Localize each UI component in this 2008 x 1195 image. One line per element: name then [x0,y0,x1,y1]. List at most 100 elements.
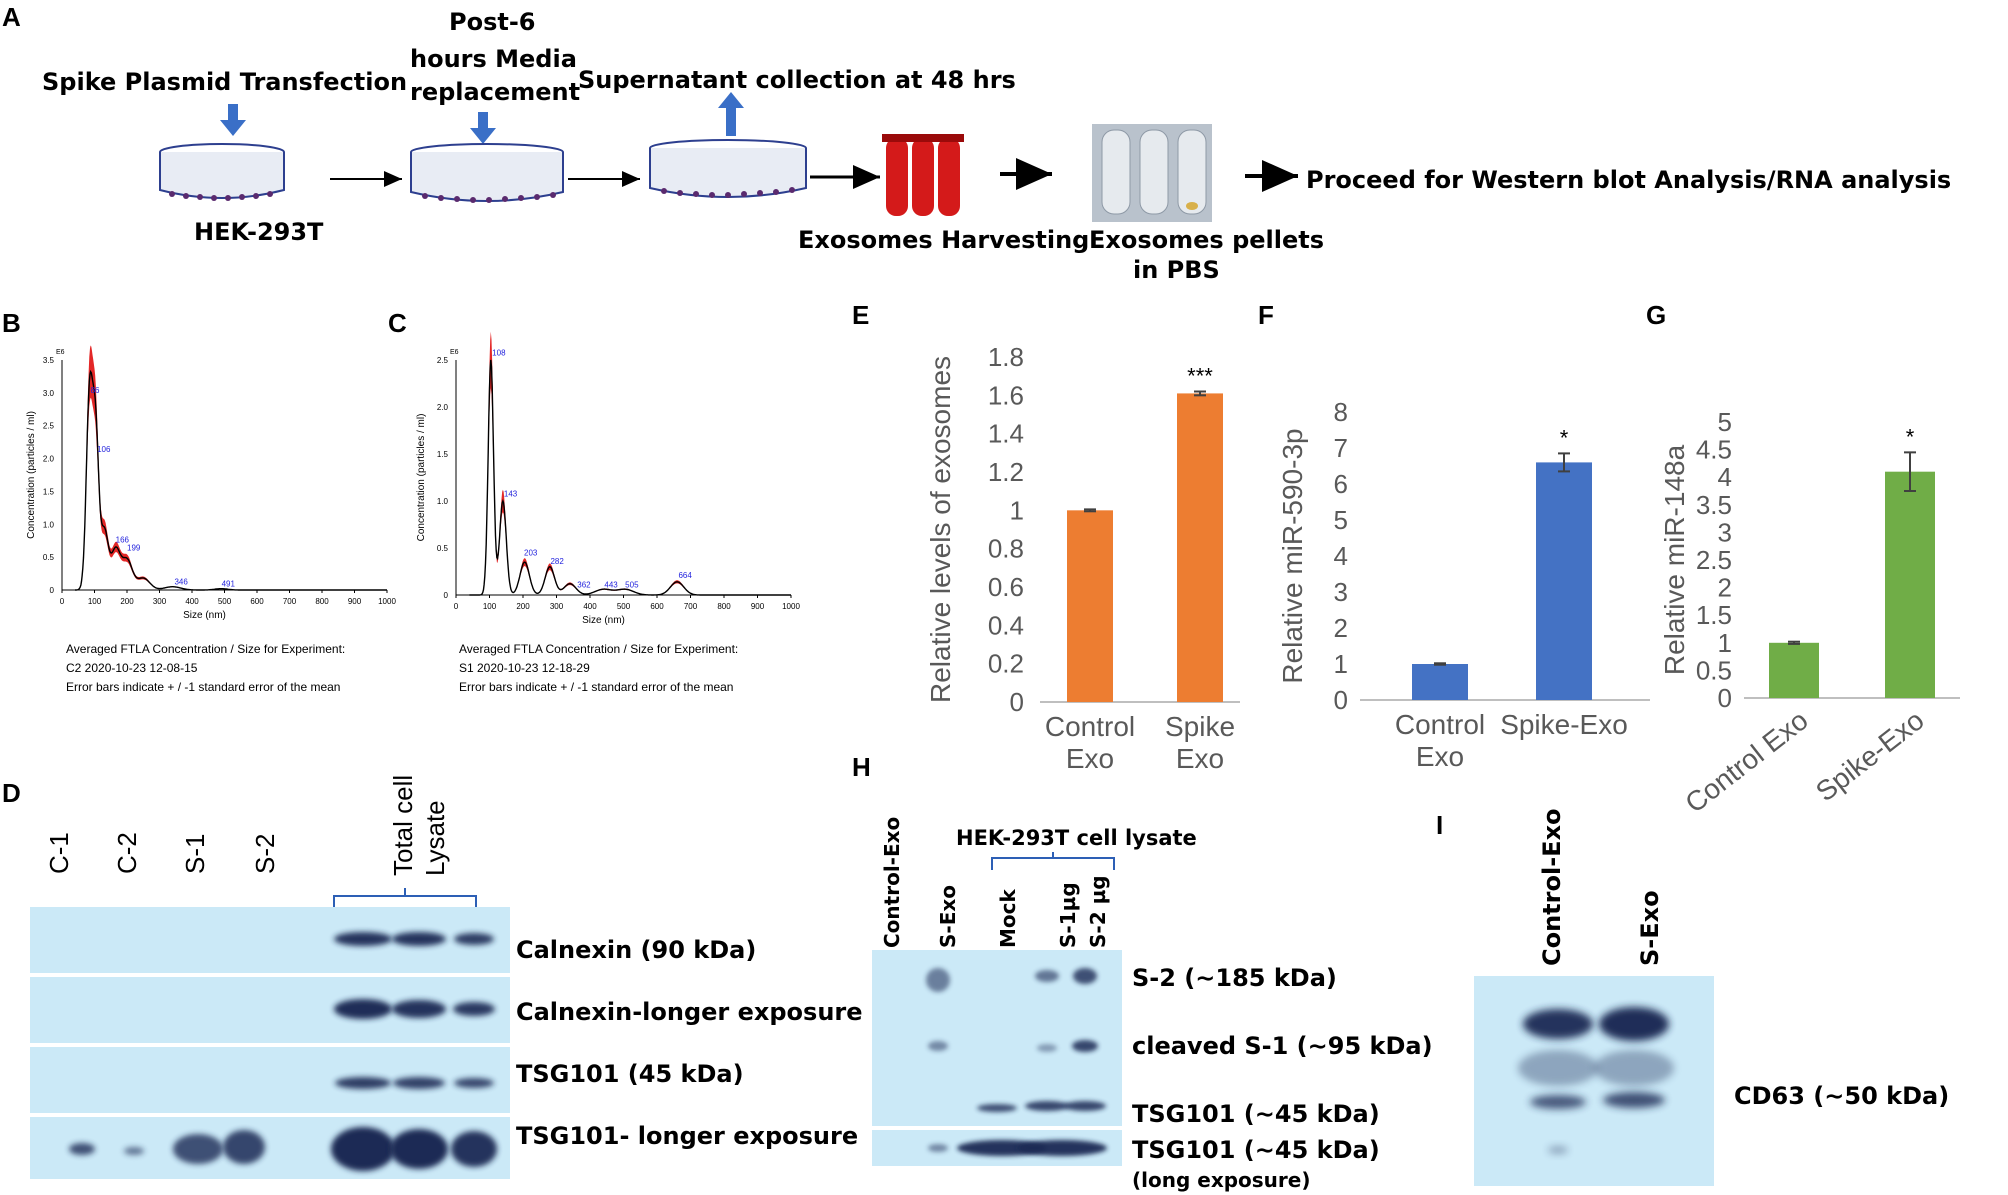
blot-band [1073,968,1097,984]
category-label: Spike [1165,711,1235,742]
x-tick-label: 100 [88,597,102,606]
x-tick-label: 200 [516,602,530,611]
y-tick-label: 1 [1718,628,1732,658]
bar-chart-f: 0 1 2 3 4 5 6 7 8 Relative miR-590-3p Control * Spik… [1280,397,1650,772]
y-axis-label: Relative miR-590-3p [1280,428,1308,683]
x-axis-label: Size (nm) [582,615,625,626]
x-tick-label: 600 [650,602,664,611]
y-tick-label: 1 [1010,495,1024,525]
lysate-label-2: Lysate [420,800,450,876]
cell-line-label: HEK-293T [194,218,324,246]
category-label: Exo [1416,741,1464,772]
blot-h-row-label: S-2 (∼185 kDa) [1132,964,1337,992]
blot-d-row-label: TSG101 (45 kDa) [516,1060,744,1088]
concentration-curve [469,359,791,596]
y-tick-label: 1.6 [988,380,1024,410]
blot-band [1017,1140,1107,1156]
peak-label: 664 [678,571,692,580]
down-arrow-icon [470,112,496,144]
y-tick-label: 0.2 [988,649,1024,679]
x-axis-label: Size (nm) [183,610,226,621]
y-tick-label: 3.5 [43,356,55,365]
panel-label-g: G [1646,300,1667,330]
down-arrow-icon [220,104,246,136]
lane-label: S-2 [250,833,280,874]
y-tick-label: 4.5 [1696,435,1732,465]
step-transfection-label: Spike Plasmid Transfection [42,68,408,96]
significance-label: * [1906,424,1915,449]
peak-label: 282 [550,557,564,566]
y-tick-label: 0.4 [988,610,1024,640]
blot-band [124,1147,144,1155]
nta-c-caption: Averaged FTLA Concentration / Size for E… [459,640,738,697]
western-blot-i [1474,976,1714,1186]
peak-label: 443 [604,580,618,589]
concentration-curve [75,369,387,591]
peak-label: 203 [524,549,538,558]
up-arrow-icon [718,92,744,136]
blot-band [69,1143,95,1155]
panel-label-i: I [1436,810,1444,840]
blot-band [173,1134,223,1164]
y-tick-label: 5 [1334,505,1348,535]
blot-band [451,1131,497,1167]
x-tick-label: 900 [348,597,362,606]
blot-band [928,1144,948,1152]
significance-label: *** [1187,364,1213,389]
bar [1177,393,1223,702]
workflow-graphics [159,92,1298,222]
y-tick-label: 0 [444,591,449,600]
error-band [469,331,791,595]
harvest-label: Exosomes Harvesting [798,226,1090,254]
culture-dish-icon [159,143,285,201]
blot-band [1603,1092,1665,1108]
culture-dish-icon [410,143,564,203]
y-tick-label: 1.2 [988,457,1024,487]
blot-band [331,1127,395,1171]
y-tick-label: 0.8 [988,534,1024,564]
peak-label: 108 [492,348,506,357]
lane-label: Control-Exo [1538,808,1566,966]
y-tick-label: 1.5 [43,487,55,496]
significance-label: * [1560,425,1569,450]
bar [1885,471,1935,698]
peak-label: 199 [127,544,141,553]
bar-chart-e: 0 0.2 0.4 0.6 0.8 1 1.2 1.4 1.6 1.8 Relative level… [925,342,1240,774]
category-label: Exo [1066,743,1114,774]
blot-h-row-label: TSG101 (∼45 kDa) [1132,1100,1380,1128]
blot-i-row-label: CD63 (∼50 kDa) [1734,1082,1950,1110]
blot-d-row-label: Calnexin (90 kDa) [516,936,757,964]
y-tick-label: 0.5 [437,544,449,553]
step-supernatant-label: Supernatant collection at 48 hrs [578,66,1016,94]
blot-band [454,933,494,945]
peak-label: 143 [504,489,518,498]
x-tick-label: 500 [218,597,232,606]
y-tick-label: 3.0 [43,389,55,398]
peak-label: 166 [116,536,130,545]
peak-label: 86 [91,386,100,395]
y-tick-label: 0.5 [43,553,55,562]
peak-label: 362 [577,580,591,589]
y-tick-label: 0 [1334,685,1348,715]
x-tick-label: 100 [483,602,497,611]
blot-band [1548,1146,1568,1154]
y-tick-label: 1.8 [988,342,1024,372]
y-axis-label: Concentration (particles / ml) [416,414,427,542]
peak-label: 505 [625,580,639,589]
blot-band [392,932,446,946]
y-tick-label: 1 [1334,649,1348,679]
y-tick-label: 0 [1010,687,1024,717]
nta-b-caption: Averaged FTLA Concentration / Size for E… [66,640,345,697]
nta-plot-b: E6 0 100 200 300 400 500 600 700 800 900 1000 0 0.5 1.… [26,345,396,621]
blot-band [334,999,392,1019]
x-tick-label: 400 [583,602,597,611]
blot-band [393,1077,445,1089]
caption-line: C2 2020-10-23 12-08-15 [66,661,198,675]
y-tick-label: 3 [1718,517,1732,547]
culture-dish-icon [649,139,807,198]
blot-band [1035,970,1059,982]
x-tick-label: 300 [153,597,167,606]
y-tick-label: 5 [1718,407,1732,437]
lysate-bracket [333,888,477,908]
blot-band [1064,1101,1106,1111]
